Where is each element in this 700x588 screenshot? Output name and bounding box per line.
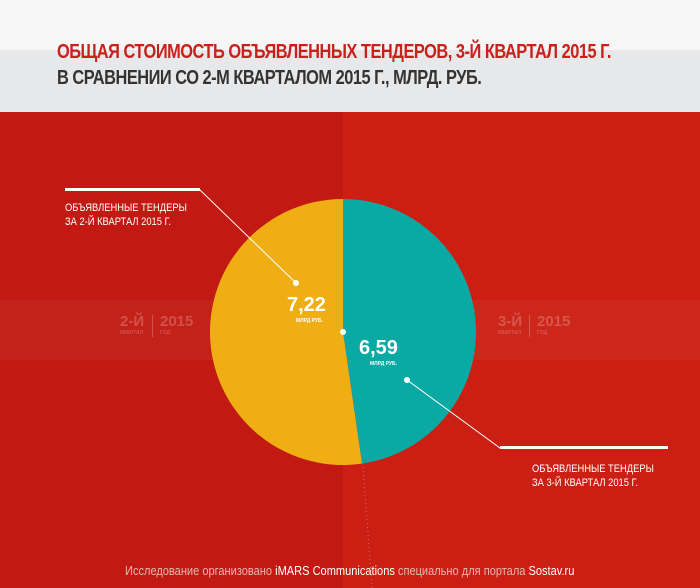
- chart-subtitle: В СРАВНЕНИИ СО 2-М КВАРТАЛОМ 2015 Г., МЛ…: [57, 67, 482, 89]
- pie-slice-q3: [343, 199, 476, 464]
- header-background: [0, 0, 700, 50]
- value-label-q2: 7,22: [287, 294, 326, 316]
- legend-label-q2: ОБЪЯВЛЕННЫЕ ТЕНДЕРЫ ЗА 2-Й КВАРТАЛ 2015 Г…: [65, 202, 187, 228]
- unit-label-q3: МЛРД РУБ.: [370, 361, 398, 367]
- leader-bar-right: [500, 446, 668, 449]
- period-right-quarter: 3-Й КВАРТАЛ: [498, 313, 523, 336]
- period-left-year: 2015 ГОД: [160, 313, 194, 336]
- legend-label-q3: ОБЪЯВЛЕННЫЕ ТЕНДЕРЫ ЗА 3-Й КВАРТАЛ 2015 Г…: [532, 463, 654, 489]
- unit-label-q2: МЛРД РУБ.: [296, 318, 324, 324]
- center-dot: [340, 329, 346, 335]
- period-right-year: 2015 ГОД: [537, 313, 571, 336]
- header-band: [0, 50, 700, 112]
- leader-bar-left: [65, 188, 200, 191]
- leader-dot-right: [404, 377, 410, 383]
- period-left-quarter: 2-Й КВАРТАЛ: [120, 313, 145, 336]
- chart-title: ОБЩАЯ СТОИМОСТЬ ОБЪЯВЛЕННЫХ ТЕНДЕРОВ, 3-…: [57, 41, 611, 63]
- period-right-separator: [529, 315, 530, 337]
- value-label-q3: 6,59: [359, 337, 398, 359]
- footer-agency: iMARS Communications: [275, 563, 395, 578]
- footer-portal: Sostav.ru: [528, 563, 575, 578]
- leader-dot-left: [293, 280, 299, 286]
- footer-credit: Исследование организовано iMARS Communic…: [125, 563, 575, 578]
- period-left-separator: [152, 315, 153, 337]
- pie-slice-q2: [209, 199, 362, 466]
